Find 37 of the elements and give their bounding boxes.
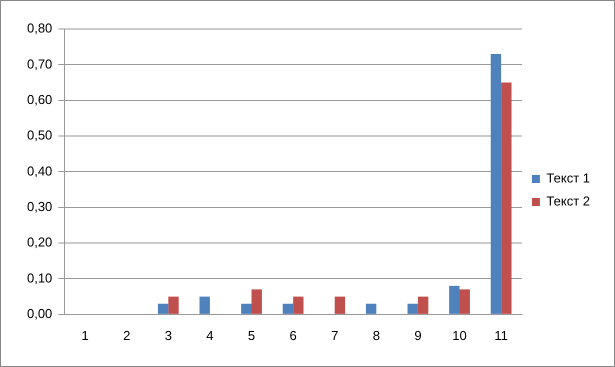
y-tick-label: 0,10 (26, 270, 52, 286)
y-tick-label: 0,40 (26, 163, 52, 178)
bar (241, 304, 252, 314)
x-tick-label: 2 (123, 328, 130, 343)
x-tick-label: 11 (494, 328, 508, 343)
x-tick-label: 10 (452, 328, 467, 343)
bar (334, 296, 346, 314)
bar (293, 296, 304, 314)
y-tick-label: 0,00 (26, 306, 52, 321)
bar (168, 296, 179, 314)
y-tick-label: 0,60 (26, 92, 52, 107)
x-tick-label: 7 (331, 328, 338, 343)
bar (366, 304, 376, 314)
x-tick-label: 5 (248, 328, 256, 343)
bar (490, 54, 502, 314)
y-tick-label: 0,50 (26, 128, 52, 143)
x-tick-label: 1 (81, 328, 89, 343)
bar (158, 304, 168, 314)
x-tick-label: 8 (372, 328, 380, 343)
bar (449, 286, 460, 314)
x-tick-label: 4 (206, 328, 214, 343)
bar (200, 296, 210, 314)
x-tick-label: 9 (414, 328, 422, 343)
y-tick-label: 0,70 (26, 56, 52, 72)
bar (408, 304, 418, 314)
bar (282, 304, 294, 314)
legend-label: Текст 1 (546, 170, 590, 186)
y-tick-label: 0,20 (26, 234, 52, 250)
y-tick-label: 0,30 (26, 198, 52, 214)
x-tick-label: 3 (164, 328, 172, 343)
y-tick-label: 0,80 (26, 20, 52, 36)
x-tick-label: 6 (290, 328, 297, 343)
legend-label: Текст 2 (546, 194, 590, 209)
bar (460, 289, 470, 314)
bar (418, 296, 428, 314)
bar (501, 82, 512, 314)
bar (252, 289, 262, 314)
